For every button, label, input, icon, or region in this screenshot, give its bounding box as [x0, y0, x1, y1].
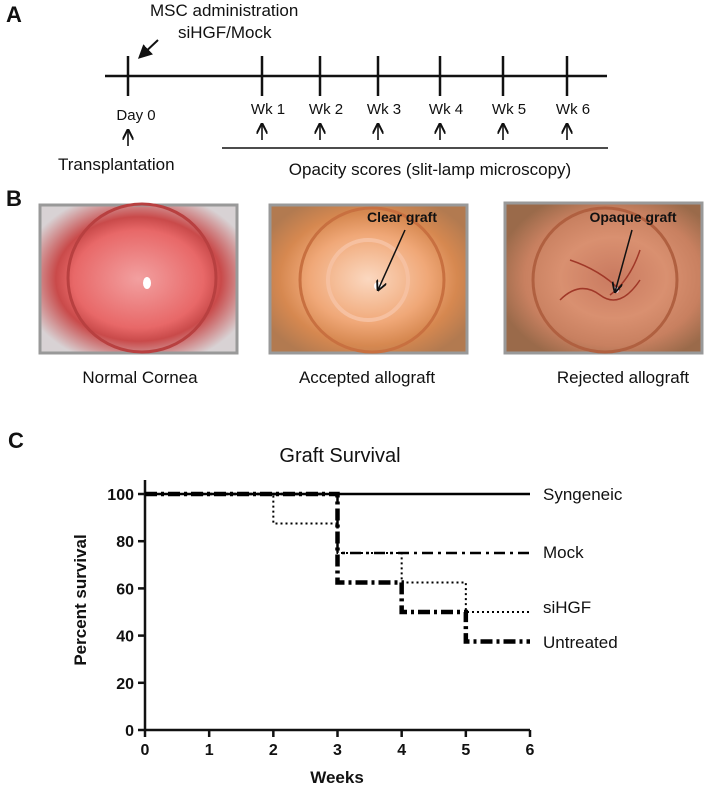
image-normal: [38, 202, 239, 355]
x-tick-label: 6: [526, 742, 535, 759]
timepoint-label: Wk 5: [492, 101, 526, 118]
x-tick-label: 2: [269, 742, 278, 759]
x-tick-label: 3: [333, 742, 342, 759]
y-tick-label: 0: [125, 723, 134, 740]
timepoint-label: Wk 3: [367, 101, 401, 118]
arrow: [615, 229, 633, 292]
y-tick-label: 100: [107, 487, 134, 504]
chart-title: Graft Survival: [279, 445, 400, 467]
image-caption: Rejected allograft: [557, 368, 690, 387]
timepoint-label: Wk 2: [309, 101, 343, 118]
x-tick-label: 4: [397, 742, 406, 759]
left-label: Transplantation: [58, 155, 175, 174]
annotation: siHGF/Mock: [178, 23, 272, 42]
legend-label: Untreated: [543, 633, 618, 652]
image-rejected: [503, 201, 704, 355]
annotation: MSC administration: [150, 1, 298, 20]
y-axis-label: Percent survival: [71, 534, 90, 665]
panel-label: A: [6, 2, 22, 27]
x-axis-label: Weeks: [310, 768, 364, 787]
panel-label: B: [6, 186, 22, 211]
legend-label: siHGF: [543, 598, 591, 617]
timepoint-label: Day 0: [116, 107, 155, 124]
image-annotation: Opaque graft: [589, 209, 676, 225]
x-tick-label: 0: [141, 742, 150, 759]
image-annotation: Clear graft: [367, 209, 437, 225]
legend-label: Syngeneic: [543, 485, 623, 504]
arrow: [378, 229, 406, 290]
arrow: [137, 39, 159, 59]
image-caption: Normal Cornea: [82, 368, 198, 387]
x-tick-label: 5: [461, 742, 470, 759]
panel-label: C: [8, 428, 24, 453]
y-tick-label: 80: [116, 534, 134, 551]
timepoint-label: Wk 4: [429, 101, 463, 118]
image-accepted: [268, 203, 469, 355]
y-tick-label: 20: [116, 676, 134, 693]
right-label: Opacity scores (slit-lamp microscopy): [289, 160, 571, 179]
y-tick-label: 60: [116, 581, 134, 598]
timeline-points: Day 0 Wk 1 Wk 2 Wk 3 Wk 4 Wk 5 Wk 6: [116, 56, 590, 146]
timepoint-label: Wk 1: [251, 101, 285, 118]
timepoint-label: Wk 6: [556, 101, 590, 118]
x-tick-label: 1: [205, 742, 214, 759]
image-caption: Accepted allograft: [299, 368, 435, 387]
survival-curve: [145, 491, 530, 644]
y-tick-label: 40: [116, 629, 134, 646]
legend-label: Mock: [543, 543, 584, 562]
